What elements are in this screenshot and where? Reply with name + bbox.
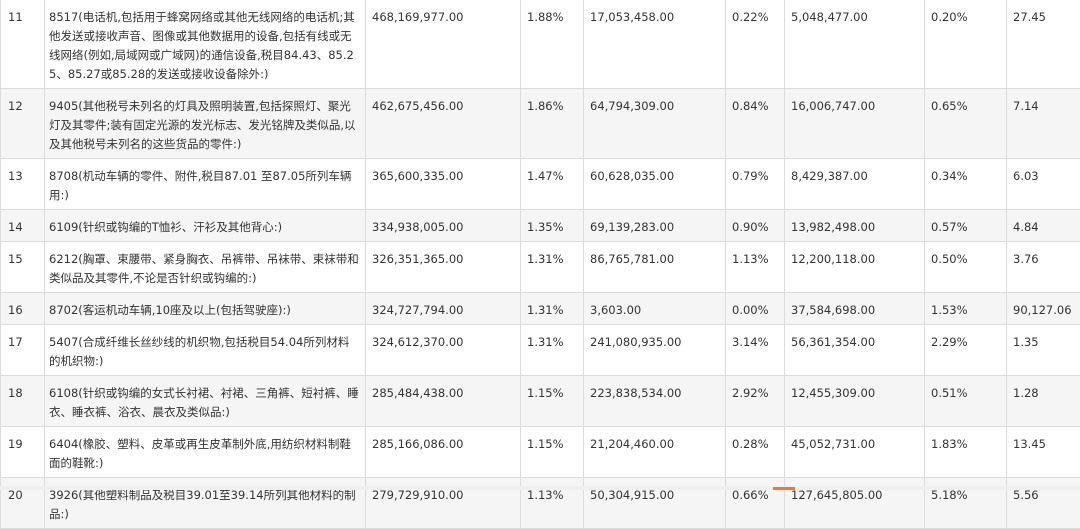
row-index-cell: 15 — [1, 242, 45, 293]
value-3-cell: 8,429,387.00 — [785, 159, 925, 210]
value-total-cell: 285,484,438.00 — [366, 376, 521, 427]
share-2-cell: 0.90% — [726, 210, 785, 242]
commodity-name-cell: 8702(客运机动车辆,10座及以上(包括驾驶座):) — [45, 293, 366, 325]
value-2-cell: 17,053,458.00 — [584, 0, 726, 89]
value-3-cell: 5,048,477.00 — [785, 0, 925, 89]
row-index-cell: 12 — [1, 89, 45, 159]
commodity-name-cell: 6404(橡胶、塑料、皮革或再生皮革制外底,用纺织材料制鞋面的鞋靴:) — [45, 427, 366, 478]
row-index-cell: 14 — [1, 210, 45, 242]
commodity-name-cell: 6109(针织或钩编的T恤衫、汗衫及其他背心:) — [45, 210, 366, 242]
commodity-name-cell: 8517(电话机,包括用于蜂窝网络或其他无线网络的电话机;其他发送或接收声音、图… — [45, 0, 366, 89]
value-2-cell: 64,794,309.00 — [584, 89, 726, 159]
share-2-cell: 0.84% — [726, 89, 785, 159]
share-total-cell: 1.47% — [521, 159, 584, 210]
value-3-cell: 13,982,498.00 — [785, 210, 925, 242]
share-2-cell: 0.28% — [726, 427, 785, 478]
value-3-cell: 16,006,747.00 — [785, 89, 925, 159]
ratio-cell: 7.14 — [1007, 89, 1080, 159]
value-total-cell: 334,938,005.00 — [366, 210, 521, 242]
row-index-cell: 19 — [1, 427, 45, 478]
value-2-cell: 69,139,283.00 — [584, 210, 726, 242]
share-3-cell: 2.29% — [925, 325, 1007, 376]
value-3-cell: 12,455,309.00 — [785, 376, 925, 427]
value-total-cell: 462,675,456.00 — [366, 89, 521, 159]
share-3-cell: 1.83% — [925, 427, 1007, 478]
value-3-cell: 45,052,731.00 — [785, 427, 925, 478]
row-index-cell: 11 — [1, 0, 45, 89]
share-total-cell: 1.88% — [521, 0, 584, 89]
ratio-cell: 6.03 — [1007, 159, 1080, 210]
share-3-cell: 0.57% — [925, 210, 1007, 242]
value-2-cell: 223,838,534.00 — [584, 376, 726, 427]
value-3-cell: 12,200,118.00 — [785, 242, 925, 293]
row-index-cell: 16 — [1, 293, 45, 325]
horizontal-scrollbar-track[interactable] — [0, 486, 1080, 490]
value-total-cell: 324,612,370.00 — [366, 325, 521, 376]
share-3-cell: 1.53% — [925, 293, 1007, 325]
share-2-cell: 0.00% — [726, 293, 785, 325]
row-index-cell: 13 — [1, 159, 45, 210]
value-2-cell: 86,765,781.00 — [584, 242, 726, 293]
row-index-cell: 18 — [1, 376, 45, 427]
share-2-cell: 0.22% — [726, 0, 785, 89]
share-2-cell: 3.14% — [726, 325, 785, 376]
value-2-cell: 21,204,460.00 — [584, 427, 726, 478]
commodity-name-cell: 6212(胸罩、束腰带、紧身胸衣、吊裤带、吊袜带、束袜带和类似品及其零件,不论是… — [45, 242, 366, 293]
share-total-cell: 1.15% — [521, 427, 584, 478]
share-2-cell: 1.13% — [726, 242, 785, 293]
row-index-cell: 17 — [1, 325, 45, 376]
ratio-cell: 13.45 — [1007, 427, 1080, 478]
ratio-cell: 90,127.06 — [1007, 293, 1080, 325]
commodity-name-cell: 5407(合成纤维长丝纱线的机织物,包括税目54.04所列材料的机织物:) — [45, 325, 366, 376]
ratio-cell: 1.35 — [1007, 325, 1080, 376]
share-total-cell: 1.31% — [521, 325, 584, 376]
share-3-cell: 0.65% — [925, 89, 1007, 159]
share-total-cell: 1.35% — [521, 210, 584, 242]
share-total-cell: 1.31% — [521, 242, 584, 293]
value-2-cell: 60,628,035.00 — [584, 159, 726, 210]
share-2-cell: 0.79% — [726, 159, 785, 210]
value-total-cell: 365,600,335.00 — [366, 159, 521, 210]
share-3-cell: 0.20% — [925, 0, 1007, 89]
value-2-cell: 3,603.00 — [584, 293, 726, 325]
share-2-cell: 2.92% — [726, 376, 785, 427]
value-3-cell: 37,584,698.00 — [785, 293, 925, 325]
value-total-cell: 326,351,365.00 — [366, 242, 521, 293]
value-total-cell: 324,727,794.00 — [366, 293, 521, 325]
commodity-name-cell: 6108(针织或钩编的女式长衬裙、衬裙、三角裤、短衬裤、睡衣、睡衣裤、浴衣、晨衣… — [45, 376, 366, 427]
value-3-cell: 56,361,354.00 — [785, 325, 925, 376]
ratio-cell: 1.28 — [1007, 376, 1080, 427]
value-2-cell: 241,080,935.00 — [584, 325, 726, 376]
share-total-cell: 1.31% — [521, 293, 584, 325]
share-3-cell: 0.51% — [925, 376, 1007, 427]
share-total-cell: 1.86% — [521, 89, 584, 159]
share-3-cell: 0.34% — [925, 159, 1007, 210]
ratio-cell: 3.76 — [1007, 242, 1080, 293]
value-total-cell: 468,169,977.00 — [366, 0, 521, 89]
commodity-name-cell: 8708(机动车辆的零件、附件,税目87.01 至87.05所列车辆用:) — [45, 159, 366, 210]
ratio-cell: 27.45 — [1007, 0, 1080, 89]
ratio-cell: 4.84 — [1007, 210, 1080, 242]
share-total-cell: 1.15% — [521, 376, 584, 427]
commodity-name-cell: 9405(其他税号未列名的灯具及照明装置,包括探照灯、聚光灯及其零件;装有固定光… — [45, 89, 366, 159]
value-total-cell: 285,166,086.00 — [366, 427, 521, 478]
share-3-cell: 0.50% — [925, 242, 1007, 293]
